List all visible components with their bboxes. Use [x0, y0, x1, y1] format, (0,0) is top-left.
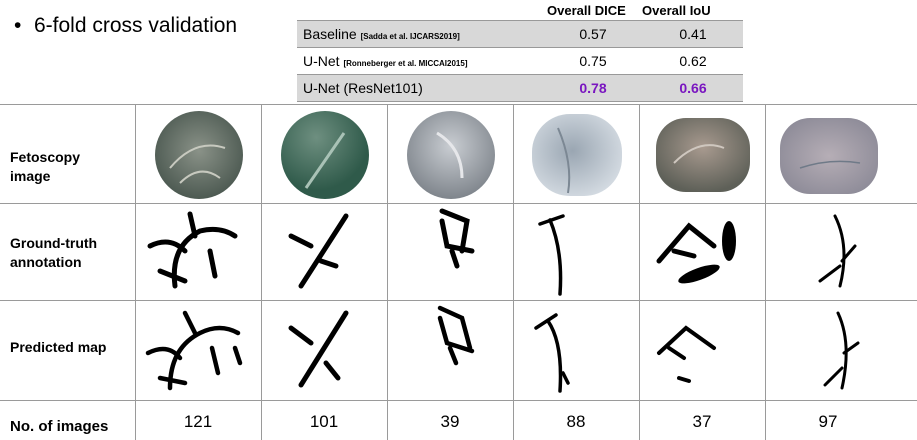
row-label-ground-truth: Ground-truth annotation [10, 235, 98, 270]
metrics-header: Overall DICE Overall IoU [297, 0, 743, 20]
count-value: 39 [440, 412, 460, 431]
method-citation: [Sadda et al. IJCARS2019] [360, 32, 460, 41]
predicted-mask-3 [437, 305, 475, 366]
grid-line [513, 104, 514, 440]
grid-line [765, 104, 766, 440]
predicted-mask-6 [823, 311, 860, 390]
metrics-table: Overall DICE Overall IoU Baseline [Sadda… [297, 0, 743, 102]
grid-line [0, 203, 917, 204]
bullet-symbol: • [14, 14, 22, 37]
metrics-row-unet-resnet101: U-Net (ResNet101) 0.78 0.66 [297, 75, 743, 102]
ground-truth-mask-6 [818, 214, 857, 288]
dice-value-best: 0.78 [579, 80, 607, 96]
iou-value: 0.41 [679, 26, 707, 42]
grid-line [261, 104, 262, 440]
count-row-label: No. of images [10, 418, 109, 435]
row-label-predicted: Predicted map [10, 339, 107, 355]
method-name: U-Net (ResNet101) [303, 80, 423, 96]
grid-line [0, 104, 917, 105]
bullet-heading: • 6-fold cross validation [14, 14, 237, 38]
predicted-mask-4 [534, 313, 570, 393]
header-dice: Overall DICE [547, 3, 626, 18]
fetoscopy-image-6 [780, 118, 878, 194]
ground-truth-mask-4 [538, 214, 565, 296]
grid-line [0, 400, 917, 401]
method-name: U-Net [303, 53, 340, 69]
bullet-text: 6-fold cross validation [34, 14, 238, 37]
dice-value: 0.75 [579, 53, 607, 69]
ground-truth-mask-5 [656, 221, 736, 284]
count-value: 101 [309, 412, 339, 431]
ground-truth-mask-1 [147, 211, 238, 289]
fetoscopy-image-3 [407, 111, 495, 199]
fetoscopy-image-1 [155, 111, 243, 199]
ground-truth-mask-2 [288, 213, 349, 289]
metrics-row-unet: U-Net [Ronneberger et al. MICCAI2015] 0.… [297, 48, 743, 75]
count-value: 88 [566, 412, 586, 431]
count-value: 97 [818, 412, 838, 431]
predicted-mask-2 [288, 310, 349, 388]
row-label-fetoscopy: Fetoscopy image [10, 149, 81, 184]
metrics-row-baseline: Baseline [Sadda et al. IJCARS2019] 0.57 … [297, 20, 743, 48]
ground-truth-mask-3 [439, 208, 475, 269]
iou-value-best: 0.66 [679, 80, 707, 96]
fetoscopy-image-5 [656, 118, 750, 192]
count-value: 121 [183, 412, 213, 431]
grid-line [0, 300, 917, 301]
grid-line [639, 104, 640, 440]
method-name: Baseline [303, 26, 357, 42]
grid-line [387, 104, 388, 440]
iou-value: 0.62 [679, 53, 707, 69]
predicted-mask-5 [657, 325, 716, 383]
method-citation: [Ronneberger et al. MICCAI2015] [343, 59, 468, 68]
count-value: 37 [692, 412, 712, 431]
fetoscopy-image-2 [281, 111, 369, 199]
header-iou: Overall IoU [642, 3, 711, 18]
dice-value: 0.57 [579, 26, 607, 42]
predicted-mask-1 [145, 310, 243, 391]
fetoscopy-image-4 [532, 114, 622, 196]
grid-line [135, 104, 136, 440]
